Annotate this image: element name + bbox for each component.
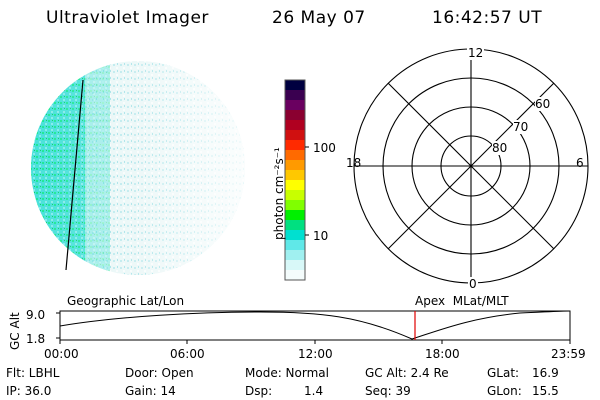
colorbar-segment bbox=[285, 210, 305, 221]
mlt-label-6: 6 bbox=[576, 156, 584, 170]
colorbar-tick-10: 10 bbox=[313, 229, 329, 243]
glat-status-label: GLat: bbox=[487, 366, 520, 380]
x-tick-2359: 23:59 bbox=[551, 347, 586, 361]
lat-label-70: 70 bbox=[513, 120, 529, 134]
colorbar-segment bbox=[285, 100, 305, 111]
glon-status-label: GLon: bbox=[487, 384, 522, 398]
colorbar-segment bbox=[285, 190, 305, 201]
colorbar-segment bbox=[285, 150, 305, 161]
mlt-label-0: 0 bbox=[468, 277, 478, 291]
dsp-status-label: Dsp: bbox=[245, 384, 273, 398]
colorbar-segment bbox=[285, 220, 305, 231]
door-status: Door: Open bbox=[125, 366, 194, 380]
colorbar-tick-100: 100 bbox=[313, 141, 336, 155]
colorbar-segment bbox=[285, 240, 305, 251]
glon-status-value: 15.5 bbox=[532, 384, 559, 398]
colorbar-segment bbox=[285, 270, 305, 281]
color-bar bbox=[285, 80, 305, 281]
date-label: 26 May 07 bbox=[272, 8, 366, 28]
timeline-axis-title: GC Alt bbox=[8, 312, 22, 350]
x-tick-0600: 06:00 bbox=[170, 347, 205, 361]
uv-image bbox=[31, 61, 245, 275]
seq-status: Seq: 39 bbox=[365, 384, 411, 398]
x-tick-1800: 18:00 bbox=[425, 347, 460, 361]
colorbar-segment bbox=[285, 80, 305, 91]
colorbar-segment bbox=[285, 120, 305, 131]
mlt-label-18: 18 bbox=[346, 156, 362, 170]
ip-status: IP: 36.0 bbox=[6, 384, 52, 398]
colorbar-segment bbox=[285, 250, 305, 261]
filter-status: Flt: LBHL bbox=[6, 366, 60, 380]
apex-label: Apex MLat/MLT bbox=[415, 294, 509, 308]
glat-status-value: 16.9 bbox=[532, 366, 559, 380]
y-tick-max: 9.0 bbox=[26, 308, 46, 322]
x-tick-0000: 00:00 bbox=[44, 347, 79, 361]
orbit-timeline bbox=[56, 310, 571, 344]
gc-alt-status: GC Alt: 2.4 Re bbox=[365, 366, 449, 380]
app-title: Ultraviolet Imager bbox=[46, 8, 209, 28]
mlt-label-12: 12 bbox=[467, 46, 485, 60]
colorbar-segment bbox=[285, 180, 305, 191]
x-tick-1200: 12:00 bbox=[298, 347, 333, 361]
colorbar-segment bbox=[285, 260, 305, 271]
mode-status: Mode: Normal bbox=[245, 366, 329, 380]
dsp-status-value: 1.4 bbox=[304, 384, 324, 398]
polar-plot bbox=[353, 48, 589, 284]
lat-label-60: 60 bbox=[535, 97, 551, 111]
colorbar-segment bbox=[285, 230, 305, 241]
lat-label-80: 80 bbox=[492, 141, 508, 155]
terminator-line bbox=[65, 79, 84, 271]
time-label: 16:42:57 UT bbox=[432, 8, 543, 28]
colorbar-segment bbox=[285, 170, 305, 181]
colorbar-segment bbox=[285, 110, 305, 121]
colorbar-segment bbox=[285, 130, 305, 141]
colorbar-segment bbox=[285, 140, 305, 151]
colorbar-segment bbox=[285, 200, 305, 211]
geographic-label: Geographic Lat/Lon bbox=[67, 294, 185, 308]
colorbar-segment bbox=[285, 90, 305, 101]
colorbar-segment bbox=[285, 160, 305, 171]
colorbar-unit-label: photon cm⁻²s⁻¹ bbox=[272, 147, 286, 240]
y-tick-min: 1.8 bbox=[26, 332, 46, 346]
gain-status: Gain: 14 bbox=[125, 384, 176, 398]
